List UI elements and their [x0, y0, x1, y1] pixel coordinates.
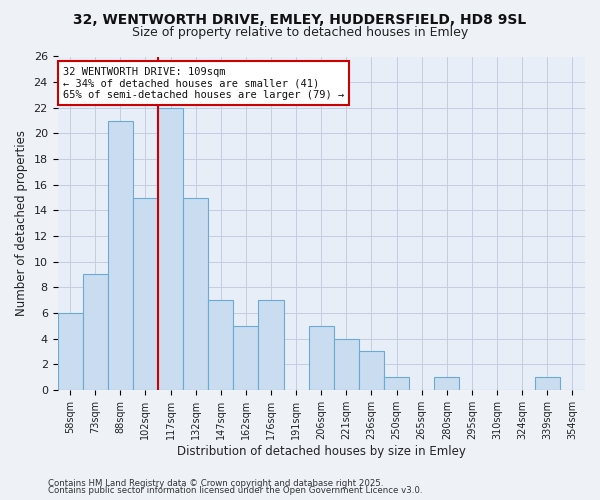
Bar: [384, 377, 409, 390]
Bar: [259, 300, 284, 390]
Bar: [83, 274, 108, 390]
Text: Contains HM Land Registry data © Crown copyright and database right 2025.: Contains HM Land Registry data © Crown c…: [48, 478, 383, 488]
Text: Contains public sector information licensed under the Open Government Licence v3: Contains public sector information licen…: [48, 486, 422, 495]
Bar: [434, 377, 460, 390]
Bar: [133, 198, 158, 390]
Y-axis label: Number of detached properties: Number of detached properties: [15, 130, 28, 316]
Text: Size of property relative to detached houses in Emley: Size of property relative to detached ho…: [132, 26, 468, 39]
Bar: [359, 352, 384, 390]
Bar: [108, 120, 133, 390]
Bar: [208, 300, 233, 390]
Bar: [233, 326, 259, 390]
X-axis label: Distribution of detached houses by size in Emley: Distribution of detached houses by size …: [177, 444, 466, 458]
Bar: [309, 326, 334, 390]
Bar: [535, 377, 560, 390]
Bar: [183, 198, 208, 390]
Bar: [334, 338, 359, 390]
Bar: [158, 108, 183, 390]
Bar: [58, 313, 83, 390]
Text: 32 WENTWORTH DRIVE: 109sqm
← 34% of detached houses are smaller (41)
65% of semi: 32 WENTWORTH DRIVE: 109sqm ← 34% of deta…: [63, 66, 344, 100]
Text: 32, WENTWORTH DRIVE, EMLEY, HUDDERSFIELD, HD8 9SL: 32, WENTWORTH DRIVE, EMLEY, HUDDERSFIELD…: [73, 12, 527, 26]
